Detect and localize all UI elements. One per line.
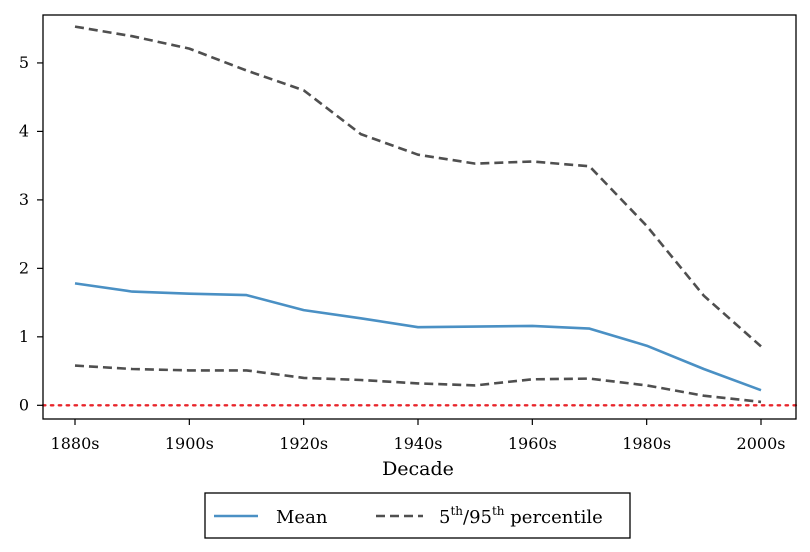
legend-mean-label: Mean bbox=[276, 507, 328, 528]
plot-frame bbox=[42, 14, 797, 420]
legend: Mean 5th/95th percentile bbox=[204, 492, 631, 539]
series-line-95th-percentile bbox=[74, 25, 762, 348]
x-axis-title: Decade bbox=[382, 458, 454, 480]
legend-box bbox=[204, 492, 631, 539]
legend-percentile-label: 5th/95th percentile bbox=[439, 504, 603, 528]
x-tick-label-1980s: 1980s bbox=[622, 434, 671, 453]
x-tick-label-1900s: 1900s bbox=[165, 434, 214, 453]
y-tick-label-0: 0 bbox=[19, 395, 29, 414]
y-tick-label-3: 3 bbox=[19, 190, 29, 209]
y-tick-label-5: 5 bbox=[19, 53, 29, 72]
x-tick-label-1960s: 1960s bbox=[508, 434, 557, 453]
y-tick-label-4: 4 bbox=[19, 121, 29, 140]
x-tick-label-1880s: 1880s bbox=[51, 434, 100, 453]
series-line-5th-percentile bbox=[74, 364, 762, 404]
x-tick-label-1920s: 1920s bbox=[279, 434, 328, 453]
y-tick-label-1: 1 bbox=[19, 327, 29, 346]
x-tick-label-2000s: 2000s bbox=[737, 434, 786, 453]
y-tick-label-2: 2 bbox=[19, 258, 29, 277]
x-tick-label-1940s: 1940s bbox=[394, 434, 443, 453]
series-line-mean bbox=[74, 282, 762, 392]
